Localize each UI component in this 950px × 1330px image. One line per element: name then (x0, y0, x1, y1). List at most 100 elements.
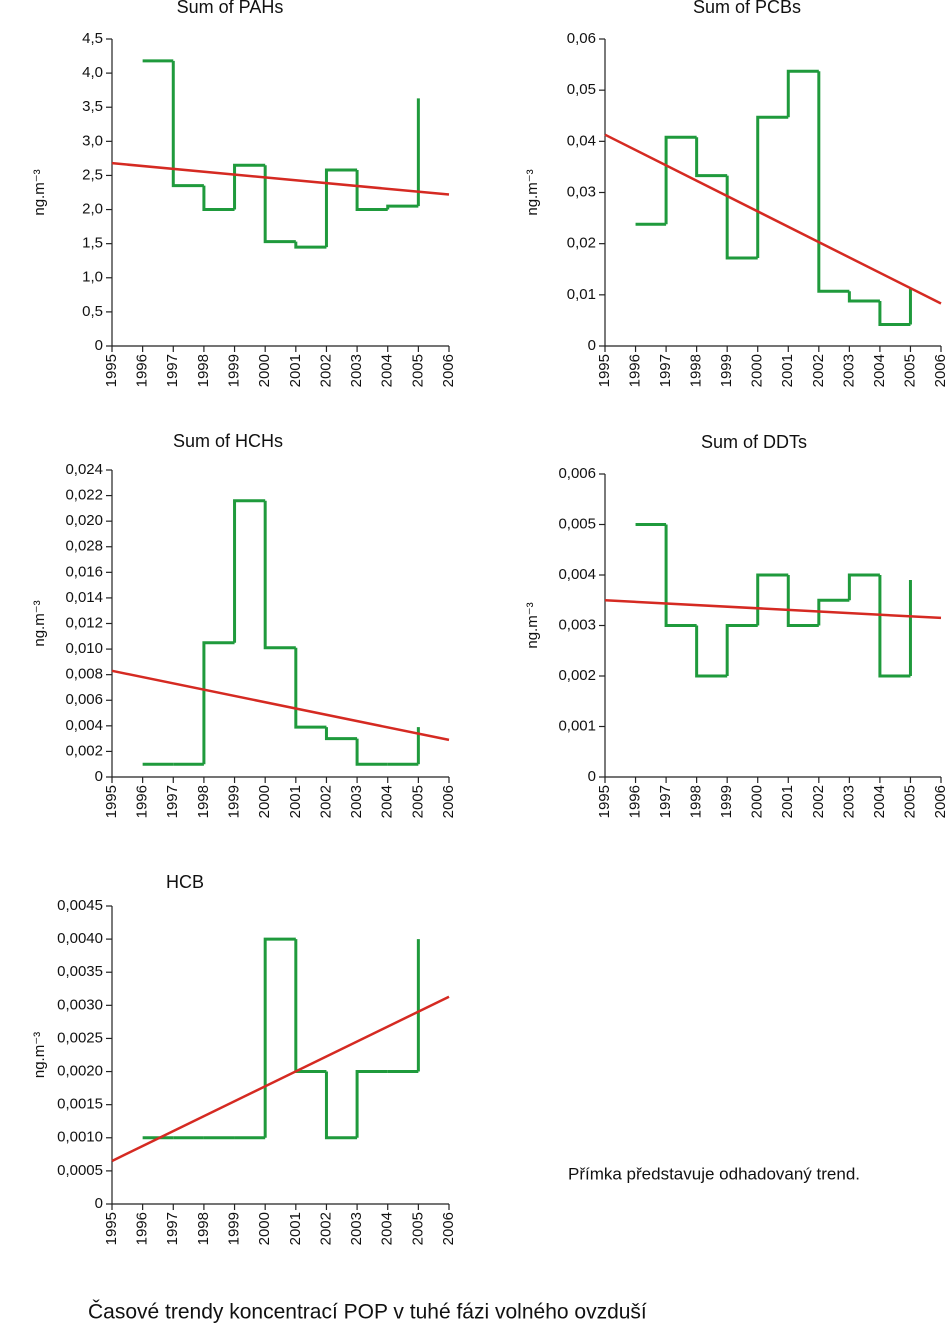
y-axis-label: ng.m⁻³ (524, 169, 541, 215)
y-tick-label: 0,008 (65, 666, 103, 683)
x-tick-label: 1996 (134, 354, 151, 387)
x-tick-label: 2006 (440, 1212, 457, 1245)
x-tick-label: 2003 (348, 785, 365, 818)
x-tick-label: 2001 (287, 354, 304, 387)
x-tick-label: 2000 (749, 354, 766, 387)
y-tick-label: 0,002 (558, 667, 596, 684)
step-segment (294, 647, 327, 729)
x-tick-label: 1999 (718, 785, 735, 818)
trend-line (111, 161, 450, 196)
y-tick-label: 0,004 (558, 566, 596, 583)
y-tick-label: 0,022 (65, 487, 103, 504)
y-tick-label: 3,0 (82, 132, 103, 149)
x-tick-label: 1996 (134, 785, 151, 818)
step-segment (695, 137, 728, 178)
y-tick-label: 0,03 (567, 183, 596, 200)
y-tick-label: 0,0010 (57, 1129, 103, 1146)
y-tick-label: 0,0040 (57, 930, 103, 947)
step-segment (786, 575, 819, 627)
x-tick-label: 2006 (932, 785, 949, 818)
y-tick-label: 0,0030 (57, 996, 103, 1013)
step-segment (202, 641, 235, 765)
x-tick-label: 2004 (379, 785, 396, 818)
x-tick-label: 2001 (779, 785, 796, 818)
x-tick-label: 1999 (226, 1212, 243, 1245)
x-tick-label: 1998 (195, 1212, 212, 1245)
y-tick-label: 0,006 (65, 691, 103, 708)
y-tick-label: 0,010 (65, 640, 103, 657)
step-segment (847, 573, 880, 601)
x-tick-label: 1995 (596, 354, 613, 387)
step-segment (817, 71, 850, 293)
y-tick-label: 0,05 (567, 81, 596, 98)
x-tick-label: 2005 (409, 785, 426, 818)
y-tick-label: 0 (588, 337, 596, 354)
x-tick-label: 1996 (627, 354, 644, 387)
y-tick-label: 0,0035 (57, 963, 103, 980)
x-tick-label: 2005 (901, 354, 918, 387)
y-tick-label: 0,04 (567, 132, 596, 149)
x-tick-label: 2002 (810, 354, 827, 387)
x-tick-label: 2003 (348, 354, 365, 387)
x-tick-label: 1996 (627, 785, 644, 818)
y-tick-label: 4,0 (82, 64, 103, 81)
y-tick-label: 0 (588, 768, 596, 785)
x-tick-label: 1999 (718, 354, 735, 387)
step-segment (817, 598, 850, 626)
step-segment (756, 115, 789, 258)
x-tick-label: 2000 (256, 785, 273, 818)
trend-line (111, 669, 450, 742)
x-tick-label: 1999 (226, 354, 243, 387)
step-segment (171, 60, 204, 188)
y-tick-label: 0 (95, 1195, 103, 1212)
y-tick-label: 0,001 (558, 717, 596, 734)
y-tick-label: 0,01 (567, 286, 596, 303)
x-tick-label: 2005 (409, 354, 426, 387)
y-tick-label: 2,5 (82, 166, 103, 183)
step-segment (695, 625, 728, 678)
y-tick-label: 1,0 (82, 269, 103, 286)
x-tick-label: 2002 (810, 785, 827, 818)
step-segment (324, 168, 358, 248)
x-tick-label: 2004 (379, 1212, 396, 1245)
y-tick-label: 0,002 (65, 742, 103, 759)
y-tick-label: 0,012 (65, 614, 103, 631)
step-segment (386, 204, 419, 210)
trend-line (111, 995, 450, 1163)
x-tick-label: 2006 (440, 354, 457, 387)
step-segment (664, 135, 697, 225)
trend-note: Přímka představuje odhadovaný trend. (568, 1164, 860, 1183)
trend-line (604, 133, 942, 305)
y-tick-label: 0,06 (567, 30, 596, 47)
x-tick-label: 1997 (657, 785, 674, 818)
x-tick-label: 1995 (596, 785, 613, 818)
step-segment (664, 524, 697, 627)
y-tick-label: 1,5 (82, 235, 103, 252)
step-segment (355, 1070, 388, 1138)
y-tick-label: 0,006 (558, 465, 596, 482)
chart-title: Sum of DDTs (701, 432, 807, 452)
step-segment (725, 175, 758, 260)
x-tick-label: 2002 (317, 785, 334, 818)
y-tick-label: 0 (95, 337, 103, 354)
step-segment (233, 163, 266, 210)
step-segment (878, 300, 911, 327)
y-tick-label: 3,5 (82, 98, 103, 115)
step-segment (847, 291, 880, 303)
x-tick-label: 1995 (103, 785, 120, 818)
y-tick-label: 0,020 (65, 512, 103, 529)
x-tick-label: 2001 (287, 785, 304, 818)
y-axis-label: ng.m⁻³ (31, 600, 48, 646)
x-tick-label: 2002 (317, 354, 334, 387)
y-axis-label: ng.m⁻³ (31, 169, 48, 215)
x-tick-label: 1998 (688, 354, 705, 387)
y-axis-label: ng.m⁻³ (524, 602, 541, 648)
x-tick-label: 2000 (256, 354, 273, 387)
x-tick-label: 1997 (657, 354, 674, 387)
x-tick-label: 2000 (256, 1212, 273, 1245)
x-tick-label: 2004 (379, 354, 396, 387)
x-tick-label: 2001 (779, 354, 796, 387)
x-tick-label: 2006 (932, 354, 949, 387)
x-tick-label: 2001 (287, 1212, 304, 1245)
